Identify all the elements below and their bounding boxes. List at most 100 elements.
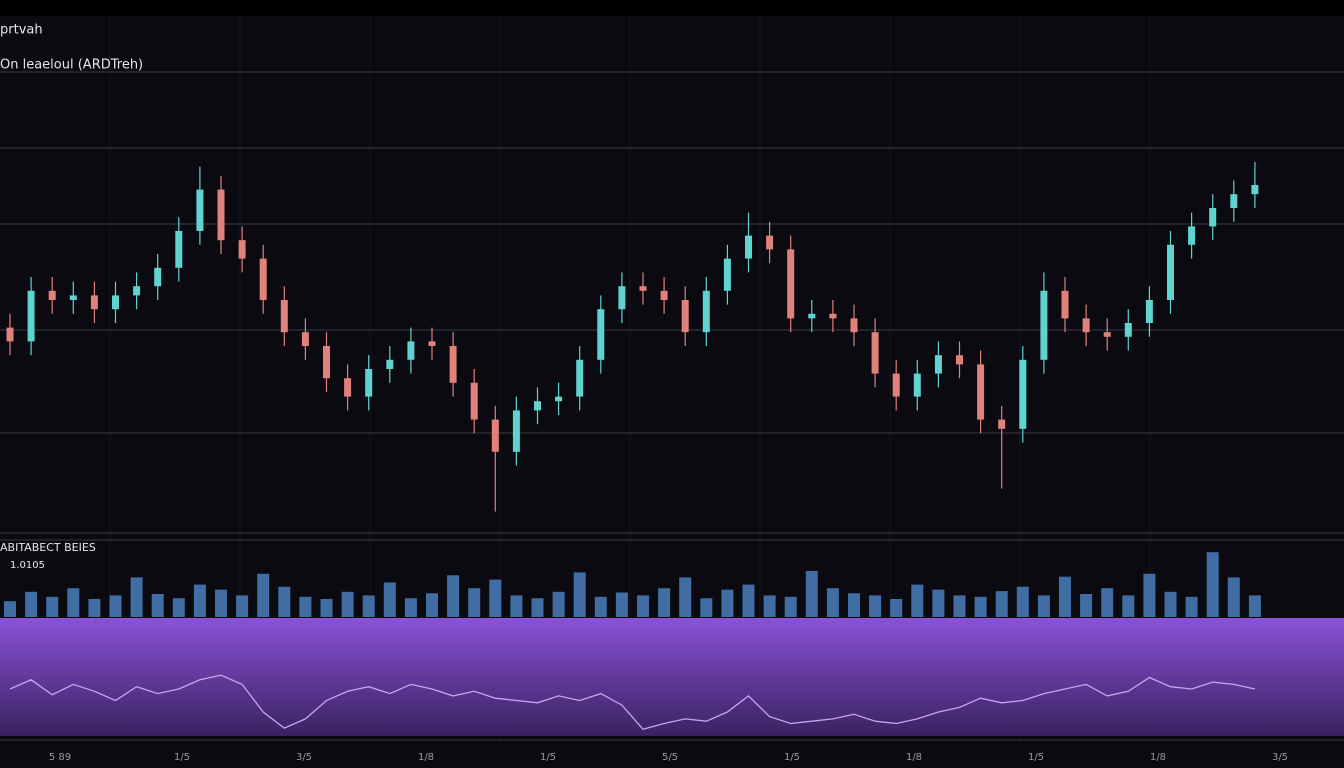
- volume-bar: [1227, 577, 1240, 617]
- candle-body: [850, 318, 858, 333]
- volume-bar: [1206, 552, 1219, 617]
- volume-bar: [700, 598, 713, 617]
- x-tick-label: 1/5: [174, 752, 190, 763]
- candle-body: [1230, 194, 1238, 208]
- x-tick-label: 1/5: [784, 752, 800, 763]
- x-tick-label: 1/5: [1028, 752, 1044, 763]
- candle-body: [1251, 185, 1259, 195]
- volume-readout: 1.0105: [10, 560, 45, 571]
- candle-body: [892, 373, 900, 397]
- subtitle: On leaeloul (ARDTreh): [0, 58, 143, 73]
- candle-body: [934, 355, 942, 374]
- candle-body: [323, 346, 330, 379]
- candle-body: [618, 286, 626, 310]
- volume-bar: [67, 588, 80, 617]
- candle-body: [534, 401, 541, 411]
- volume-bar: [890, 599, 903, 617]
- volume-bar: [679, 577, 692, 617]
- candle-body: [1061, 290, 1069, 319]
- candle-body: [1188, 226, 1196, 245]
- volume-bar: [172, 598, 185, 617]
- volume-bar: [763, 595, 776, 617]
- volume-bar: [1037, 595, 1050, 617]
- title: prtvah: [0, 23, 43, 38]
- x-tick-label: 1/8: [1150, 752, 1166, 763]
- volume-bar: [1080, 593, 1093, 617]
- volume-bar: [1185, 596, 1198, 617]
- x-tick-label: 3/5: [296, 752, 312, 763]
- volume-bar: [1016, 586, 1029, 617]
- oscillator-line: [9, 674, 1256, 730]
- volume-bar: [299, 596, 312, 617]
- volume-bar: [215, 589, 227, 617]
- candle-body: [1082, 318, 1090, 333]
- volume-bar: [151, 593, 164, 617]
- candle-body: [977, 364, 985, 420]
- candle-body: [491, 419, 499, 452]
- volume-bar: [278, 586, 291, 617]
- candle-body: [1167, 244, 1174, 300]
- volume-label: ABITABECT BEIES: [0, 541, 96, 554]
- x-tick-label: 5 89: [49, 752, 71, 763]
- candle-body: [1040, 290, 1048, 360]
- volume-bar: [573, 572, 586, 617]
- volume-bar: [383, 582, 396, 617]
- x-tick-label: 3/5: [1272, 752, 1288, 763]
- candle-body: [154, 267, 162, 287]
- volume-bar: [510, 595, 523, 617]
- volume-bar: [784, 596, 797, 617]
- candle-body: [90, 295, 98, 310]
- candle-body: [1124, 323, 1132, 337]
- candle-body: [829, 313, 837, 319]
- candle-body: [787, 249, 795, 319]
- candle-body: [27, 290, 35, 342]
- volume-bar: [848, 593, 860, 617]
- volume-bar: [447, 575, 460, 617]
- candle-body: [998, 419, 1006, 429]
- candle-body: [407, 341, 415, 360]
- candle-body: [1019, 359, 1027, 429]
- volume-bar: [615, 592, 628, 617]
- candle-body: [238, 240, 246, 259]
- volume-bar: [552, 591, 565, 617]
- candle-body: [681, 300, 689, 333]
- x-tick-label: 5/5: [662, 752, 678, 763]
- volume-bar: [404, 598, 417, 617]
- horizontal-lines: [0, 71, 1344, 541]
- top-bar: [0, 0, 1344, 16]
- volume-bar: [911, 584, 924, 617]
- candle-body: [576, 359, 584, 397]
- candle-body: [913, 373, 921, 397]
- candle-body: [1145, 300, 1153, 323]
- candle-body: [639, 286, 647, 291]
- candle-body: [808, 313, 816, 319]
- volume-bar: [805, 570, 818, 617]
- volume-bar: [109, 595, 122, 617]
- volume-bar: [236, 595, 249, 617]
- volume-bar: [468, 588, 481, 617]
- candle-body: [555, 396, 563, 402]
- volume-bar: [1101, 588, 1114, 617]
- volume-bar: [489, 579, 502, 617]
- candle-body: [428, 341, 436, 346]
- volume-bar: [531, 598, 544, 617]
- x-tick-label: 1/8: [418, 752, 434, 763]
- volume-bar: [594, 596, 607, 617]
- volume-bar: [995, 591, 1008, 617]
- candle-body: [133, 286, 141, 296]
- candle-body: [871, 332, 879, 374]
- volume-bar: [130, 577, 143, 617]
- candle-body: [386, 359, 394, 369]
- candle-body: [365, 369, 373, 397]
- volume-bar: [1143, 573, 1156, 617]
- volume-bar: [953, 595, 966, 617]
- volume-bar: [257, 573, 270, 617]
- candle-body: [1103, 332, 1111, 337]
- volume-bar: [826, 588, 839, 617]
- volume-bar: [88, 599, 101, 617]
- candle-body: [449, 346, 457, 383]
- x-tick-label: 1/5: [540, 752, 556, 763]
- x-tick-label: 1/8: [906, 752, 922, 763]
- candle-body: [745, 235, 752, 259]
- volume-bar: [46, 596, 59, 617]
